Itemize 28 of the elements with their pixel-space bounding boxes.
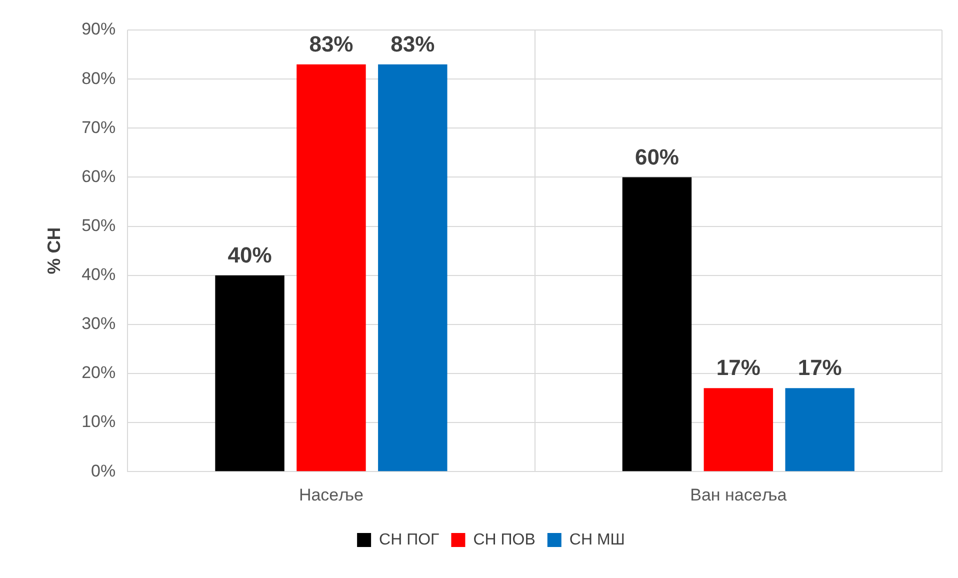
bar — [378, 64, 448, 472]
y-tick-label: 0% — [91, 461, 116, 480]
legend-label: СН ПОГ — [379, 531, 440, 548]
data-label: 60% — [634, 144, 679, 170]
x-tick-label: Насеље — [298, 485, 364, 504]
y-tick-label: 60% — [82, 166, 116, 186]
bar — [704, 388, 774, 472]
data-label: 83% — [390, 31, 435, 56]
y-tick-label: 50% — [82, 216, 116, 235]
legend-label: СН ПОВ — [473, 531, 536, 548]
x-tick-label: Ван насеља — [690, 485, 788, 504]
data-label: 40% — [228, 242, 272, 268]
bar — [622, 177, 692, 472]
y-axis-title: % СН — [44, 227, 64, 274]
y-tick-label: 80% — [82, 68, 116, 88]
bar — [296, 64, 366, 472]
y-tick-label: 90% — [82, 20, 116, 39]
y-tick-label: 30% — [82, 314, 116, 334]
y-tick-label: 40% — [82, 265, 116, 284]
y-tick-label: 10% — [82, 412, 116, 432]
y-tick-label: 70% — [82, 118, 116, 137]
y-tick-label: 20% — [82, 363, 116, 382]
data-label: 17% — [716, 355, 760, 380]
data-label: 83% — [309, 31, 354, 56]
bar — [215, 275, 284, 472]
bar — [785, 388, 854, 472]
data-label: 17% — [798, 355, 842, 380]
legend-label: СН МШ — [569, 531, 625, 548]
